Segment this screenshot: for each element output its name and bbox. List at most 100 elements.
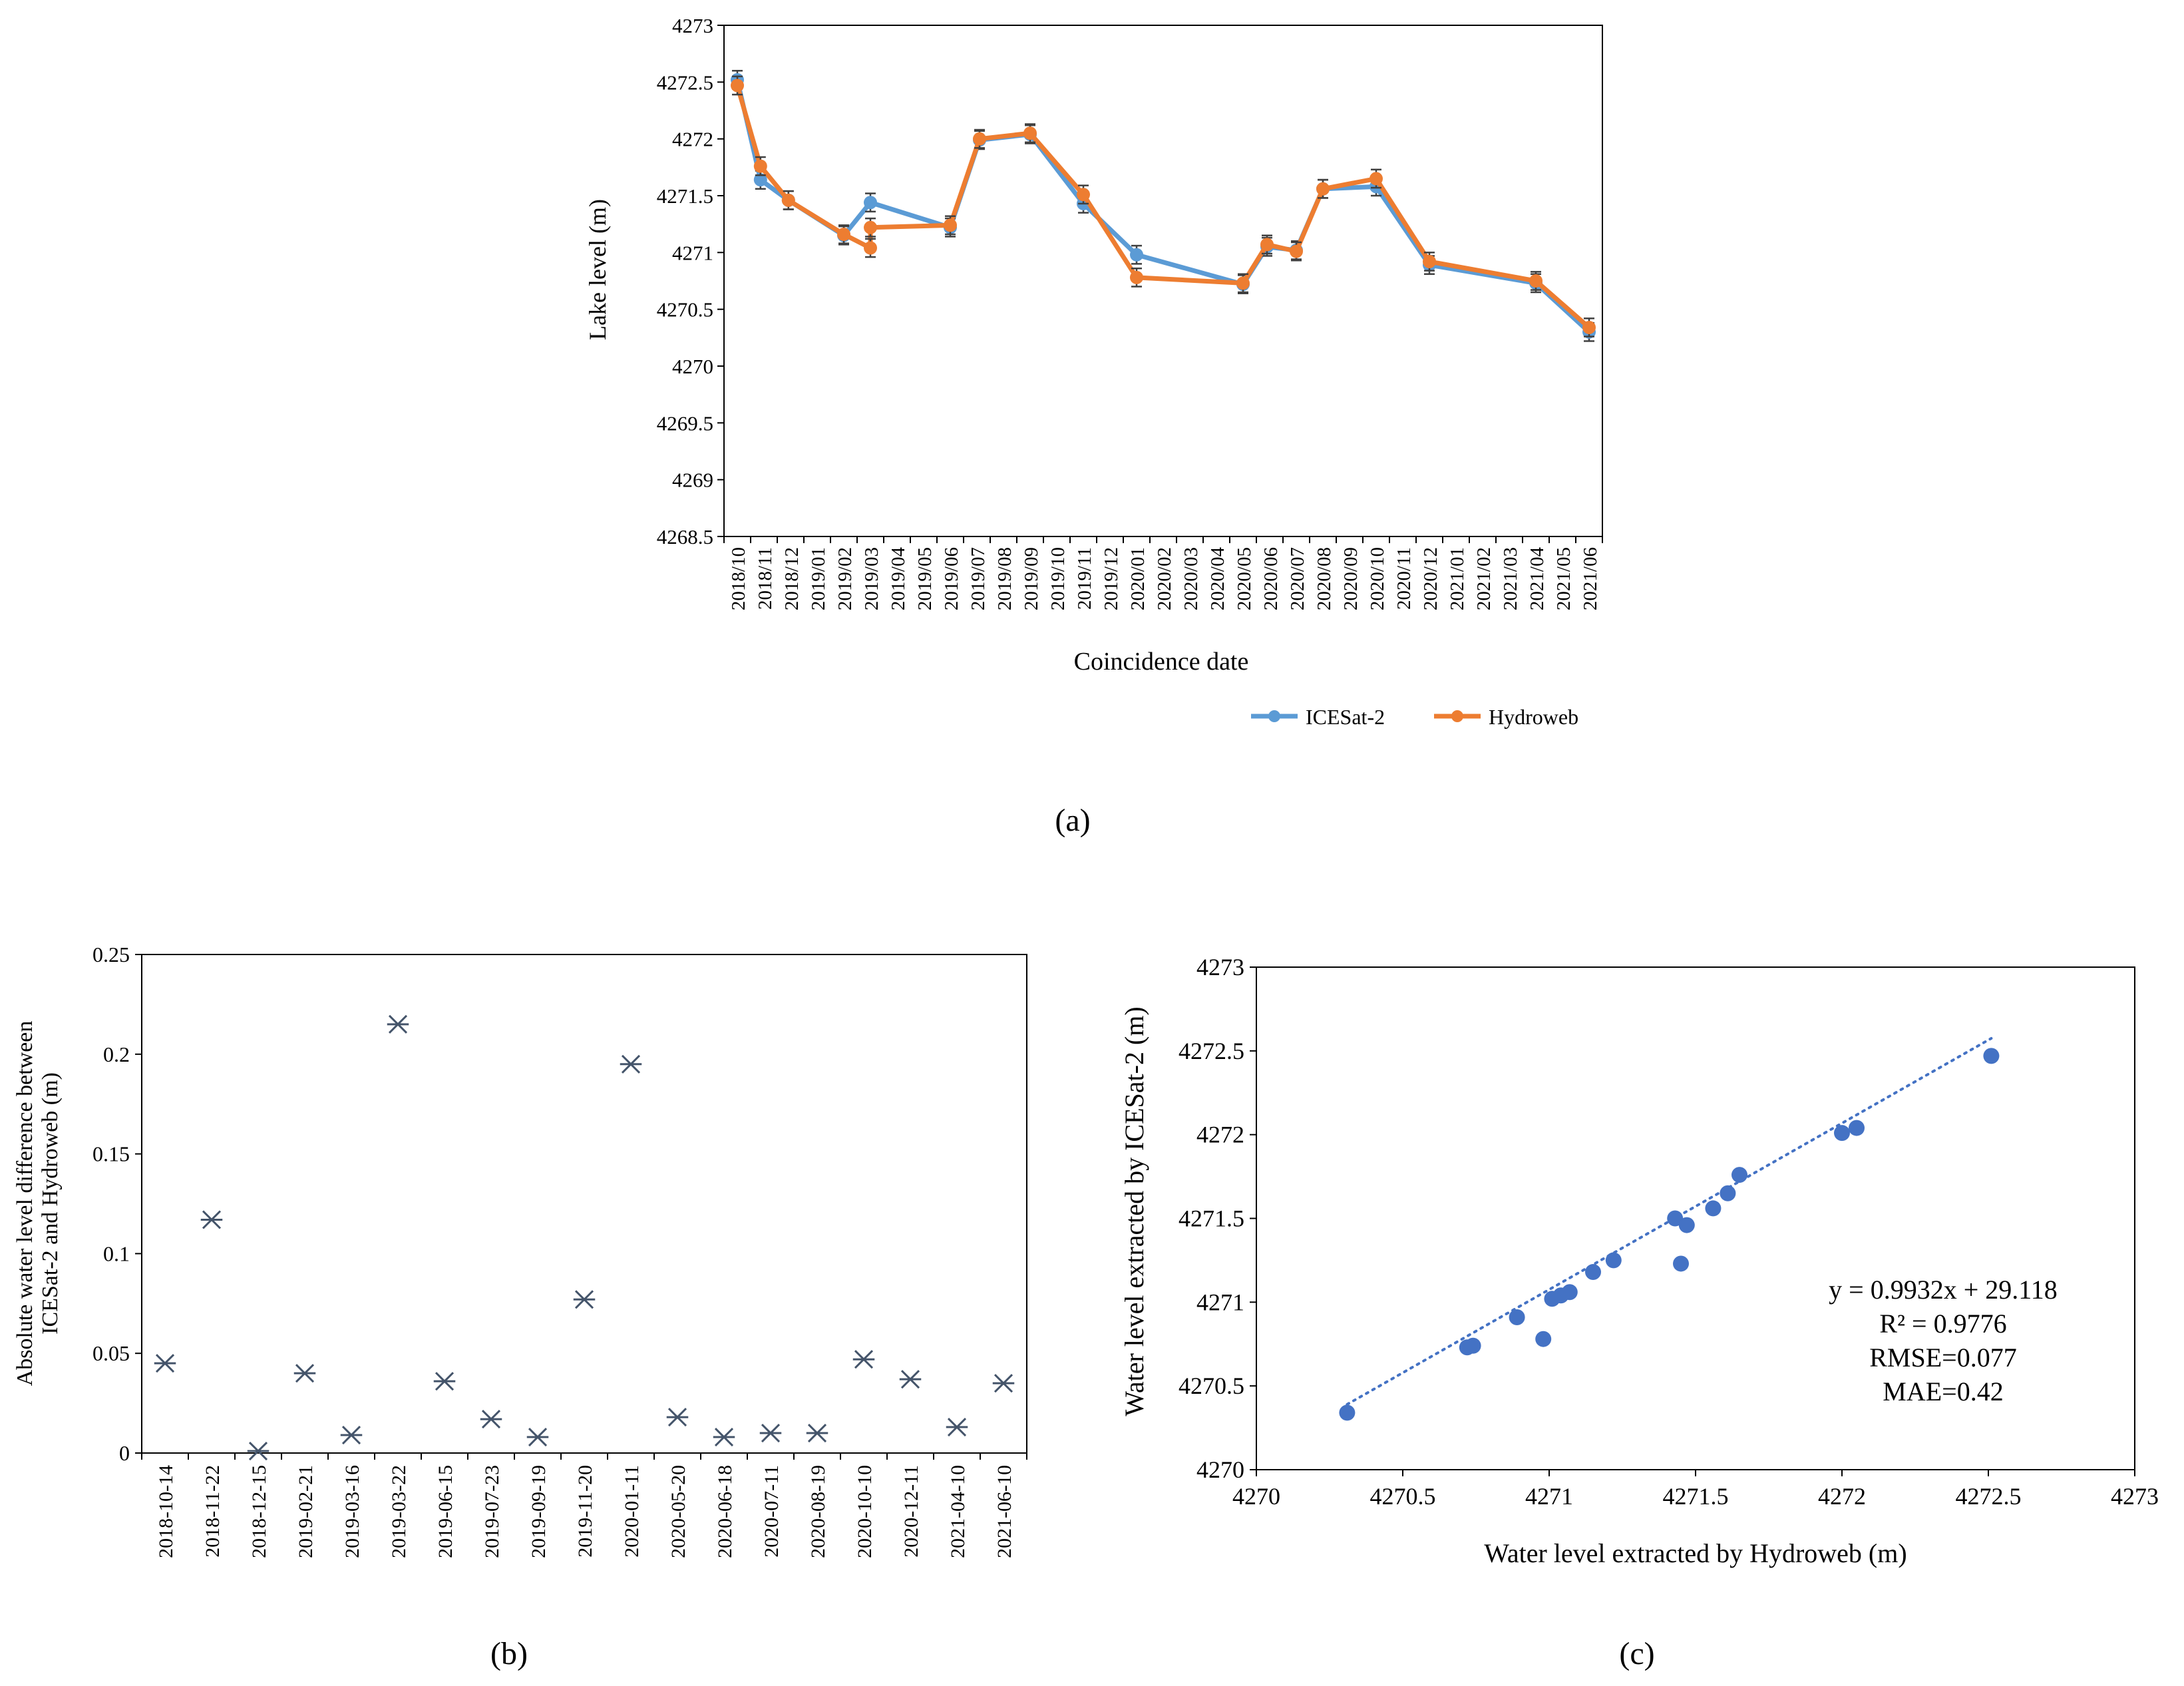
panel-a-x-tick-label: 2020/09 — [1340, 547, 1362, 610]
panel-c-y-tick-label: 4270.5 — [1179, 1372, 1244, 1399]
panel-a-y-tick-label: 4269 — [672, 469, 713, 492]
data-point-icesat-2 — [1130, 248, 1143, 262]
panel-a-x-tick-label: 2018/11 — [755, 547, 776, 610]
panel-b-x-tick-label: 2019-02-21 — [295, 1465, 317, 1558]
panel-c-label: (c) — [1619, 1636, 1654, 1671]
panel-b-y-tick-label: 0.05 — [92, 1341, 130, 1365]
panel-c-y-tick-label: 4271 — [1196, 1289, 1244, 1315]
panel-a-x-tick-label: 2020/03 — [1181, 547, 1202, 610]
panel-c-y-tick-label: 4271.5 — [1179, 1205, 1244, 1232]
panel-c-x-tick-label: 4270.5 — [1370, 1483, 1436, 1510]
panel-a-y-tick-label: 4269.5 — [657, 411, 713, 435]
panel-a-y-tick-label: 4271.5 — [657, 184, 713, 208]
panel-b-x-tick-label: 2020-12-11 — [900, 1465, 922, 1558]
panel-a-x-tick-label: 2020/04 — [1207, 547, 1228, 611]
panel-c-y-axis-title: Water level extracted by ICESat-2 (m) — [1119, 1006, 1149, 1416]
panel-a-x-tick-label: 2019/05 — [914, 547, 936, 610]
data-point-hydroweb — [1316, 182, 1330, 196]
panel-c-annotation-rmse: RMSE=0.077 — [1869, 1343, 2016, 1372]
panel-a-x-tick-label: 2021/02 — [1473, 547, 1495, 610]
data-point-hydroweb — [1023, 126, 1037, 140]
scatter-point — [1465, 1337, 1481, 1354]
data-point-hydroweb — [1077, 188, 1090, 202]
panel-b-x-tick-label: 2019-09-19 — [528, 1465, 550, 1558]
panel-b-plot-frame — [141, 954, 1027, 1454]
difference-point — [293, 1364, 316, 1383]
panel-a-x-tick-label: 2021/06 — [1580, 547, 1601, 610]
panel-a-x-tick-label: 2019/12 — [1101, 547, 1122, 610]
data-point-hydroweb — [1423, 254, 1436, 268]
panel-a-x-tick-label: 2020/11 — [1393, 547, 1415, 610]
panel-b-x-tick-label: 2020-08-19 — [807, 1465, 829, 1558]
data-point-hydroweb — [1130, 270, 1143, 284]
panel-c-x-tick-label: 4272.5 — [1956, 1483, 2022, 1510]
data-point-hydroweb — [1369, 172, 1383, 186]
legend-icesat-marker — [1268, 710, 1280, 722]
scatter-point — [1731, 1167, 1747, 1183]
difference-point — [200, 1210, 223, 1229]
panel-a-y-tick-label: 4273 — [672, 14, 713, 37]
panel-a-x-tick-label: 2018/12 — [781, 547, 803, 610]
panel-a-y-tick-label: 4271 — [672, 241, 713, 264]
panel-c-annotation-r2: R² = 0.9776 — [1879, 1309, 2006, 1339]
panel-a-x-tick-label: 2019/09 — [1021, 547, 1042, 610]
data-point-hydroweb — [1236, 276, 1250, 290]
data-point-hydroweb — [837, 228, 850, 242]
data-point-hydroweb — [731, 79, 744, 93]
difference-point — [154, 1354, 176, 1373]
panel-c-y-tick-label: 4270 — [1196, 1456, 1244, 1483]
difference-point — [759, 1423, 782, 1443]
panel-c-x-tick-label: 4273 — [2111, 1483, 2159, 1510]
data-point-hydroweb — [753, 159, 767, 173]
data-point-hydroweb — [864, 220, 877, 234]
scatter-point — [1585, 1264, 1601, 1281]
difference-point — [899, 1370, 922, 1389]
difference-point — [806, 1423, 828, 1443]
data-point-hydroweb — [944, 218, 957, 232]
data-point-hydroweb — [1582, 320, 1596, 334]
legend-hydroweb-marker — [1451, 710, 1463, 722]
scatter-point — [1667, 1210, 1684, 1227]
panel-b-x-tick-label: 2019-06-15 — [435, 1465, 456, 1558]
panel-a-x-tick-label: 2020/01 — [1127, 547, 1149, 610]
panel-b-y-tick-label: 0.2 — [103, 1042, 130, 1066]
panel-a-x-tick-label: 2019/03 — [861, 547, 882, 610]
difference-point — [992, 1374, 1015, 1393]
panel-b-x-tick-label: 2021-04-10 — [947, 1465, 969, 1558]
scatter-point — [1605, 1252, 1622, 1269]
scatter-point — [1705, 1200, 1722, 1217]
data-point-icesat-2 — [864, 196, 877, 210]
difference-point — [247, 1441, 270, 1461]
panel-b-x-tick-label: 2019-07-23 — [481, 1465, 503, 1558]
difference-point — [666, 1408, 689, 1427]
panel-b-y-tick-label: 0.1 — [103, 1241, 130, 1265]
scatter-point — [1983, 1048, 2000, 1064]
panel-a-x-tick-label: 2020/12 — [1420, 547, 1441, 610]
panel-c-y-tick-label: 4272 — [1196, 1122, 1244, 1148]
panel-a-y-tick-label: 4268.5 — [657, 525, 713, 548]
data-point-hydroweb — [1529, 274, 1543, 288]
panel-b-y-tick-label: 0.15 — [92, 1142, 130, 1166]
panel-b-y-tick-label: 0 — [119, 1441, 130, 1465]
panel-a-x-tick-label: 2019/04 — [888, 547, 909, 611]
panel-b-x-tick-label: 2018-12-15 — [248, 1465, 270, 1558]
scatter-point — [1673, 1255, 1689, 1272]
panel-b-label: (b) — [490, 1636, 528, 1671]
panel-b-x-tick-label: 2020-10-10 — [854, 1465, 876, 1558]
difference-point — [573, 1290, 596, 1309]
panel-c-x-tick-label: 4272 — [1818, 1483, 1866, 1510]
difference-point — [433, 1372, 456, 1391]
data-point-icesat-2 — [753, 173, 767, 187]
panel-b-difference-chart: 0 0.05 0.1 0.15 0.2 0.25 2018-10-14 2018-11-22 2… — [13, 943, 1027, 1671]
panel-c-x-tick-label: 4271.5 — [1663, 1483, 1729, 1510]
panel-b-x-tick-label: 2018-10-14 — [155, 1465, 177, 1558]
scatter-point — [1678, 1217, 1695, 1233]
data-point-hydroweb — [1260, 238, 1274, 252]
panel-a-x-tick-label: 2021/05 — [1553, 547, 1574, 610]
panel-c-scatter-chart: 4270 4270.5 4271 4271.5 4272 4272.5 4273 4270 42… — [1119, 954, 2159, 1671]
panel-a-x-tick-label: 2020/08 — [1314, 547, 1335, 610]
panel-a-x-tick-label: 2019/01 — [808, 547, 829, 610]
legend-icesat-label: ICESat-2 — [1306, 705, 1385, 729]
panel-c-x-tick-label: 4270 — [1232, 1483, 1280, 1510]
